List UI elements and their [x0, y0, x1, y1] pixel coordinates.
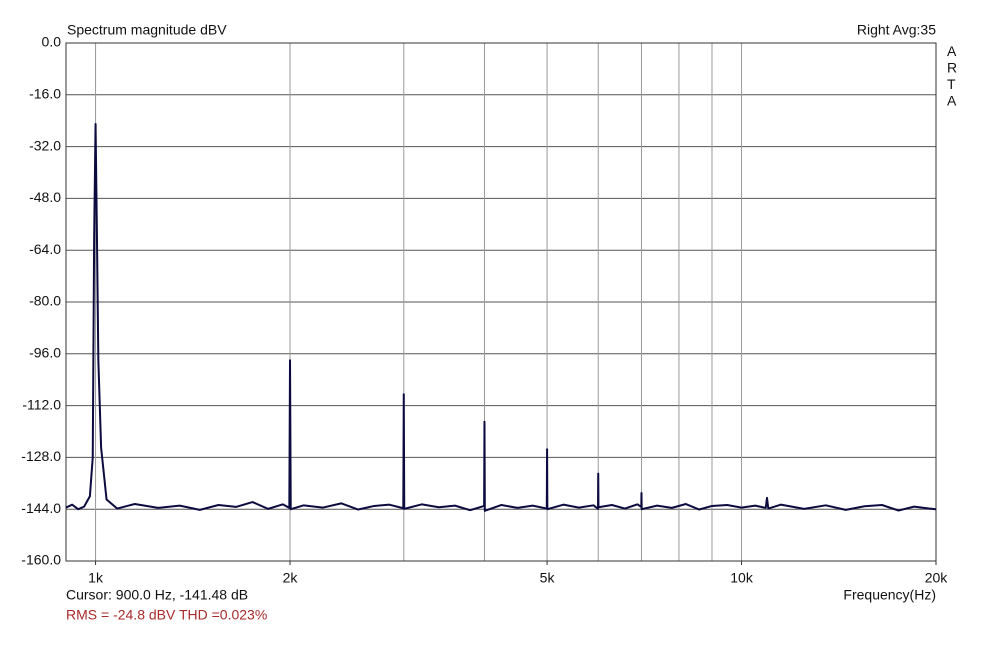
y-tick-label: -160.0 [21, 552, 61, 568]
x-tick-label: 2k [283, 570, 299, 586]
y-tick-label: 0.0 [42, 34, 62, 50]
cursor-readout: Cursor: 900.0 Hz, -141.48 dB [66, 587, 248, 603]
y-tick-label: -32.0 [29, 137, 61, 153]
status: Right Avg:35 [857, 22, 936, 38]
x-axis-label: Frequency(Hz) [843, 587, 936, 603]
y-tick-label: -112.0 [22, 396, 61, 412]
y-tick-label: -80.0 [29, 293, 61, 309]
y-tick-label: -96.0 [29, 345, 61, 361]
summary: RMS = -24.8 dBV THD =0.023% [66, 607, 267, 623]
chart-title: Spectrum magnitude dBV [67, 22, 227, 38]
y-tick-label: -48.0 [29, 189, 61, 205]
x-tick-label: 5k [540, 570, 556, 586]
spectrum-line [65, 122, 937, 512]
y-tick-label: -16.0 [29, 86, 61, 102]
y-tick-label: -144.0 [21, 500, 61, 516]
x-tick-label: 1k [88, 570, 104, 586]
x-tick-label: 20k [925, 570, 949, 586]
plot-frame [65, 42, 937, 562]
y-tick-label: -64.0 [29, 241, 61, 257]
x-tick-label: 10k [730, 570, 754, 586]
y-tick-label: -128.0 [21, 448, 61, 464]
